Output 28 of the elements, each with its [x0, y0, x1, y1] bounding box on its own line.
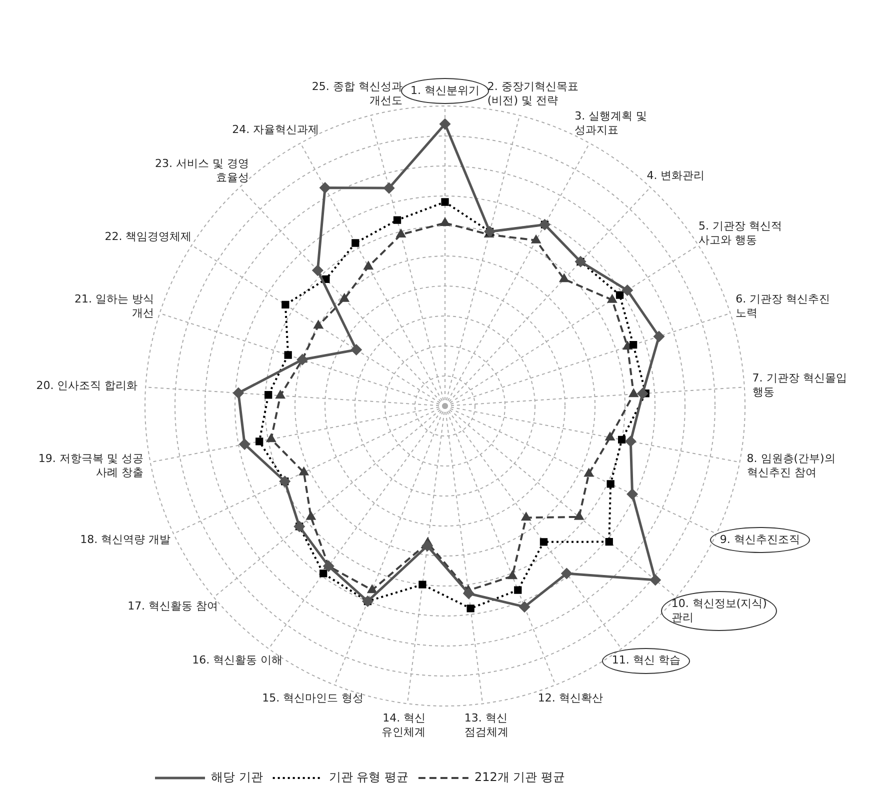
spoke-label: 9. 혁신추진조직: [720, 532, 800, 546]
spoke-label: 5. 기관장 혁신적 사고와 행동: [698, 219, 782, 246]
spoke-label: 2. 중장기혁신목표 (비전) 및 전략: [487, 80, 578, 107]
spoke-label: 11. 혁신 학습: [612, 654, 680, 667]
spoke-label: 23. 서비스 및 경영 효율성: [155, 157, 249, 184]
spoke-label: 12. 혁신확산: [538, 692, 603, 705]
spoke-label: 19. 저항극복 및 성공 사례 창출: [38, 452, 144, 480]
spoke-label: 13. 혁신 점검체계: [464, 711, 508, 738]
spoke-label: 10. 혁신정보(지식) 관리: [671, 597, 767, 624]
spoke-label: 14. 혁신 유인체계: [382, 711, 426, 738]
legend-label: 해당 기관: [211, 770, 263, 784]
spoke-label: 25. 종합 혁신성과 개선도: [312, 80, 402, 107]
spoke-label: 18. 혁신역량 개발: [80, 532, 171, 546]
spoke-label: 7. 기관장 혁신몰입 행동: [752, 372, 847, 399]
spoke-label: 20. 인사조직 합리화: [36, 379, 138, 392]
legend-label: 기관 유형 평균: [328, 770, 408, 784]
spoke-label: 1. 혁신분위기: [410, 84, 480, 97]
spoke-label: 8. 임원층(간부)의 혁신추진 참여: [746, 452, 836, 480]
spoke-label: 4. 변화관리: [646, 169, 705, 182]
spoke-label: 6. 기관장 혁신추진 노력: [736, 292, 830, 320]
legend-label: 212개 기관 평균: [474, 770, 565, 784]
spoke-label: 15. 혁신마인드 형성: [262, 692, 364, 705]
spoke-label: 17. 혁신활동 참여: [128, 600, 218, 613]
spoke-label: 21. 일하는 방식 개선: [74, 292, 154, 320]
spoke-label: 22. 책임경영체제: [104, 230, 192, 244]
spoke-label: 3. 실행계획 및 성과지표: [574, 110, 648, 137]
spoke-label: 24. 자율혁신과제: [232, 122, 320, 136]
spoke-label: 16. 혁신활동 이해: [192, 654, 283, 667]
